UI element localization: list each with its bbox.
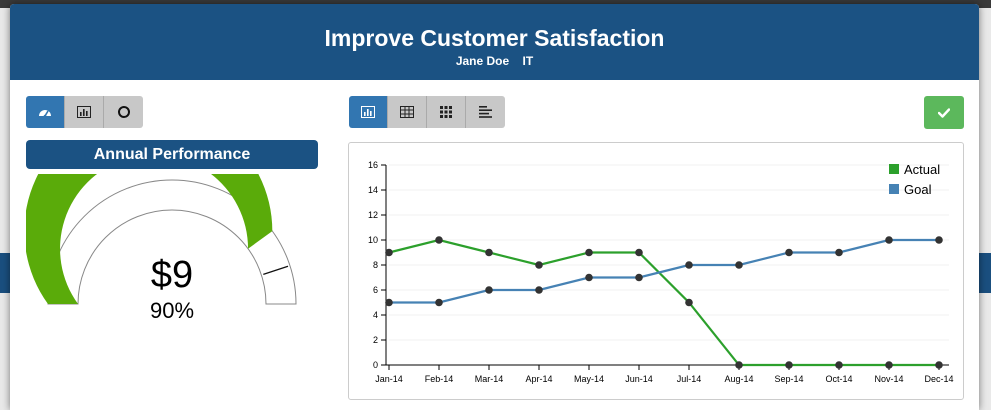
- x-tick-label: Dec-14: [924, 374, 953, 384]
- legend-swatch: [889, 184, 899, 194]
- x-tick-label: Jun-14: [625, 374, 653, 384]
- data-point-goal: [835, 248, 843, 257]
- y-tick-label: 0: [373, 360, 378, 370]
- table-icon: [400, 106, 414, 118]
- data-point-actual: [435, 236, 443, 244]
- series-line-goal: [389, 238, 939, 304]
- y-tick-label: 2: [373, 335, 378, 345]
- view-table-button[interactable]: [388, 96, 427, 128]
- x-tick-label: Sep-14: [774, 374, 803, 384]
- x-tick-label: Jul-14: [677, 374, 702, 384]
- data-point-actual: [885, 361, 893, 369]
- kpi-modal: Improve Customer Satisfaction Jane Doe I…: [10, 4, 979, 410]
- y-tick-label: 14: [368, 185, 378, 195]
- data-point-goal: [885, 236, 893, 244]
- trend-line-chart: 0 2 4 6 8 10 12 14 16 Jan-14 Feb-14 Mar-14 Apr-14 May…: [368, 160, 954, 384]
- data-point-goal: [935, 236, 943, 244]
- y-tick-label: 6: [373, 285, 378, 295]
- data-point-goal: [385, 298, 393, 307]
- data-point-actual: [535, 261, 543, 269]
- data-point-actual: [635, 248, 643, 257]
- background-strip-left: [0, 253, 12, 293]
- legend-swatch: [889, 164, 899, 174]
- data-point-actual: [735, 361, 743, 369]
- modal-subtitle: Jane Doe IT: [10, 54, 979, 68]
- annual-performance-gauge: $9 90%: [24, 107, 318, 334]
- grid-icon: [440, 106, 452, 118]
- data-point-goal: [735, 261, 743, 269]
- gauge-percent: 90%: [149, 298, 195, 323]
- data-point-goal: [635, 273, 643, 282]
- view-gauge-button[interactable]: [26, 96, 65, 128]
- view-circle-button[interactable]: [104, 96, 143, 128]
- y-tick-label: 8: [373, 260, 378, 270]
- trend-chart-panel: 0 2 4 6 8 10 12 14 16 Jan-14 Feb-14 Mar-14 Apr-14 May…: [348, 142, 964, 400]
- data-point-goal: [585, 273, 593, 282]
- owner-name: Jane Doe: [455, 54, 510, 68]
- confirm-button[interactable]: [924, 96, 964, 129]
- x-tick-label: Jan-14: [375, 374, 403, 384]
- y-tick-label: 10: [368, 235, 378, 245]
- checkmark-icon: [938, 107, 950, 118]
- x-tick-label: Apr-14: [525, 374, 552, 384]
- x-tick-label: Oct-14: [825, 374, 852, 384]
- x-tick-label: Nov-14: [874, 374, 903, 384]
- data-point-goal: [785, 248, 793, 257]
- gauge-track: [47, 179, 297, 305]
- data-point-actual: [935, 361, 943, 369]
- background-strip-right: [979, 253, 991, 293]
- gauge-marker: [263, 265, 289, 275]
- gauge-value: $9: [150, 254, 194, 296]
- data-point-actual: [835, 361, 843, 369]
- y-tick-label: 12: [368, 210, 378, 220]
- x-tick-label: Mar-14: [475, 374, 504, 384]
- chart-view-toggle: [349, 96, 505, 128]
- background-page-left: [0, 8, 12, 410]
- data-point-goal: [685, 261, 693, 269]
- view-bar-button[interactable]: [65, 96, 104, 128]
- modal-header: Improve Customer Satisfaction Jane Doe I…: [10, 4, 979, 80]
- circle-icon: [117, 106, 130, 118]
- legend-label: Goal: [904, 182, 932, 197]
- department-name: IT: [522, 54, 534, 68]
- align-left-icon: [479, 106, 492, 118]
- background-page-right: [979, 8, 991, 410]
- view-grid-button[interactable]: [427, 96, 466, 128]
- data-point-actual: [385, 248, 393, 257]
- x-tick-label: Aug-14: [724, 374, 753, 384]
- gauge-title: Annual Performance: [26, 140, 318, 169]
- data-point-goal: [535, 286, 543, 294]
- data-point-goal: [485, 286, 493, 294]
- data-point-actual: [585, 248, 593, 257]
- modal-title: Improve Customer Satisfaction: [324, 25, 665, 51]
- y-tick-label: 16: [368, 160, 378, 170]
- data-point-actual: [685, 298, 693, 307]
- y-tick-label: 4: [373, 310, 378, 320]
- view-list-button[interactable]: [466, 96, 505, 128]
- data-point-actual: [485, 248, 493, 257]
- bar-chart-icon: [77, 106, 91, 118]
- x-tick-label: May-14: [574, 374, 604, 384]
- data-point-goal: [435, 298, 443, 307]
- legend-label: Actual: [904, 162, 940, 177]
- gauge-view-toggle: [26, 96, 143, 128]
- bar-chart-icon: [361, 106, 375, 118]
- x-tick-label: Feb-14: [425, 374, 454, 384]
- dashboard-icon: [39, 110, 51, 118]
- view-line-chart-button[interactable]: [349, 96, 388, 128]
- data-point-actual: [785, 361, 793, 369]
- series-line-actual: [388, 238, 939, 367]
